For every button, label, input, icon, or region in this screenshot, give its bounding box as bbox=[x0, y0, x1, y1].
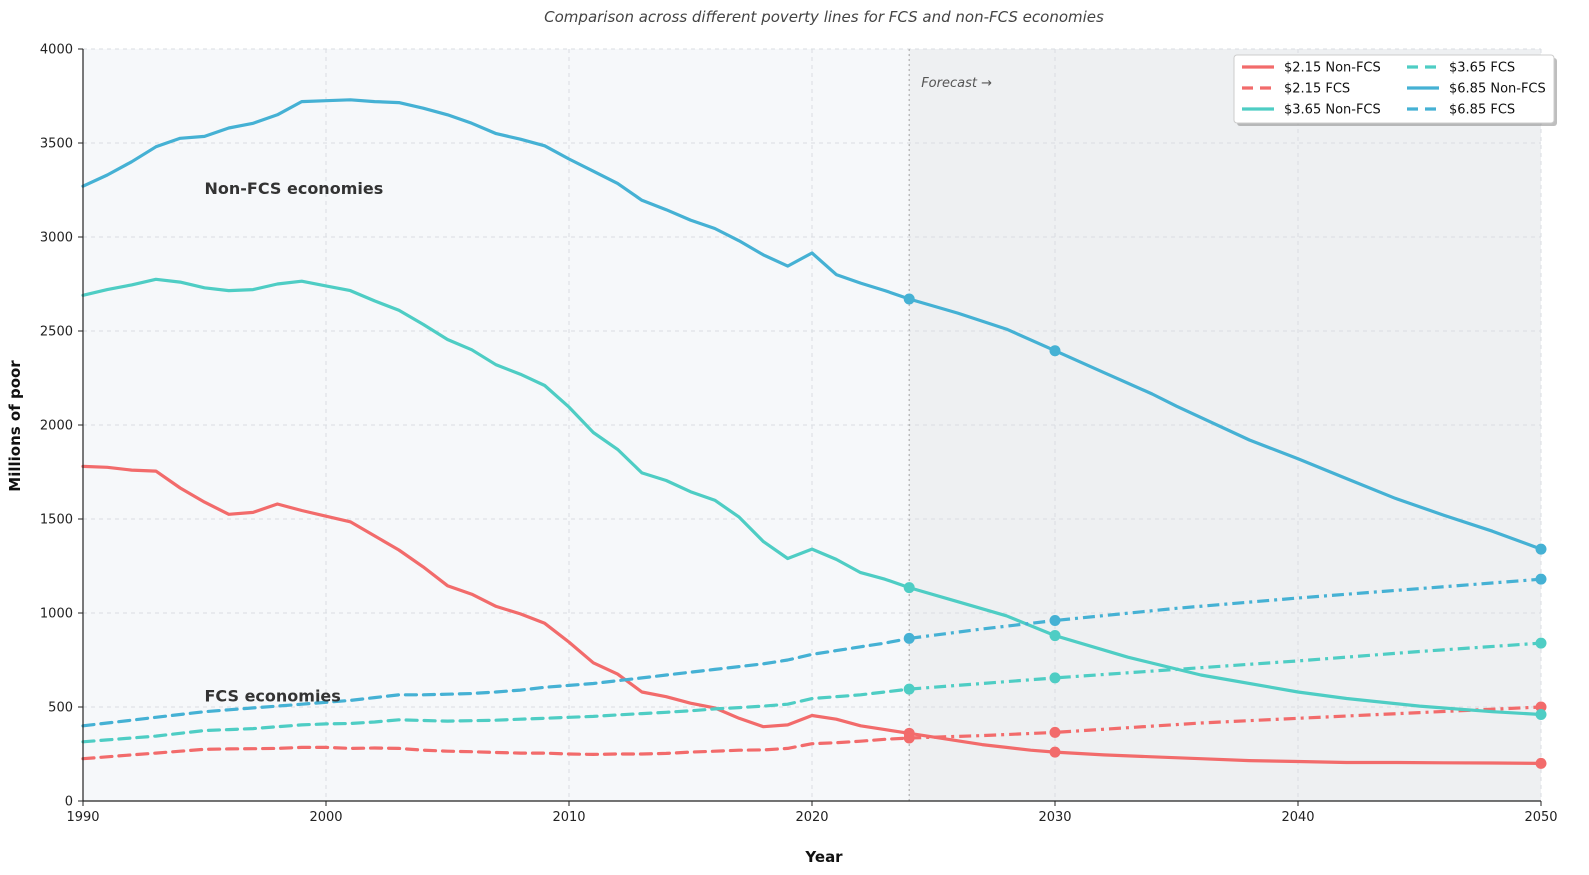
data-point bbox=[1049, 726, 1061, 738]
forecast-line-3-65-non-fcs bbox=[908, 586, 1542, 717]
y-tick-label: 3500 bbox=[40, 137, 73, 152]
series-layer bbox=[81, 98, 1547, 769]
x-tick-label: 2000 bbox=[309, 810, 342, 825]
data-point bbox=[1535, 709, 1547, 721]
legend-label: $3.65 FCS bbox=[1449, 61, 1515, 76]
x-tick-label: 2050 bbox=[1524, 810, 1557, 825]
y-tick-label: 4000 bbox=[40, 43, 73, 58]
x-axis-label: Year bbox=[804, 848, 843, 866]
data-point bbox=[1535, 701, 1547, 713]
y-tick-label: 500 bbox=[48, 701, 73, 716]
x-tick-label: 2030 bbox=[1038, 810, 1071, 825]
data-point bbox=[1049, 746, 1061, 758]
chart-title: Comparison across different poverty line… bbox=[544, 8, 1104, 26]
legend-item: $6.85 FCS bbox=[1407, 103, 1515, 118]
data-point bbox=[1535, 637, 1547, 649]
forecast-label: Forecast → bbox=[921, 76, 992, 91]
data-point bbox=[1049, 672, 1061, 684]
legend-item: $3.65 Non-FCS bbox=[1242, 103, 1381, 118]
legend-label: $2.15 Non-FCS bbox=[1284, 61, 1381, 76]
data-point bbox=[1535, 543, 1547, 555]
series-line-6-85-fcs bbox=[81, 636, 911, 728]
legend-item: $2.15 Non-FCS bbox=[1242, 61, 1381, 76]
forecast-line-2-15-non-fcs bbox=[908, 731, 1542, 765]
x-tick-label: 2040 bbox=[1281, 810, 1314, 825]
series-line-3-65-fcs bbox=[81, 687, 911, 744]
annotation-fcs: FCS economies bbox=[205, 686, 341, 705]
data-point bbox=[1049, 345, 1061, 357]
y-tick-label: 1500 bbox=[40, 513, 73, 528]
data-point bbox=[903, 293, 915, 305]
x-tick-label: 2010 bbox=[552, 810, 585, 825]
legend-label: $3.65 Non-FCS bbox=[1284, 103, 1381, 118]
y-tick-label: 1000 bbox=[40, 607, 73, 622]
data-point bbox=[1049, 630, 1061, 642]
legend-item: $3.65 FCS bbox=[1407, 61, 1515, 76]
legend-label: $6.85 Non-FCS bbox=[1449, 82, 1546, 97]
data-point bbox=[1049, 615, 1061, 627]
forecast-line-6-85-fcs bbox=[908, 577, 1542, 640]
series-line-2-15-non-fcs bbox=[81, 464, 911, 735]
y-tick-label: 0 bbox=[65, 795, 73, 810]
x-tick-label: 1990 bbox=[66, 810, 99, 825]
x-tick-label: 2020 bbox=[795, 810, 828, 825]
annotation-non-fcs: Non-FCS economies bbox=[205, 179, 384, 198]
forecast-line-3-65-fcs bbox=[909, 641, 1542, 691]
y-tick-label: 3000 bbox=[40, 231, 73, 246]
forecast-line-2-15-fcs bbox=[909, 705, 1542, 740]
legend-label: $2.15 FCS bbox=[1284, 82, 1350, 97]
data-point bbox=[903, 582, 915, 594]
data-point bbox=[903, 732, 915, 744]
y-axis-label: Millions of poor bbox=[6, 360, 24, 492]
legend-item: $6.85 Non-FCS bbox=[1407, 82, 1546, 97]
legend: $2.15 Non-FCS $2.15 FCS $3.65 Non-FCS $3.65… bbox=[1233, 54, 1557, 126]
data-point bbox=[1535, 573, 1547, 585]
series-line-3-65-non-fcs bbox=[81, 277, 911, 590]
legend-item: $2.15 FCS bbox=[1242, 82, 1350, 97]
data-point bbox=[903, 683, 915, 695]
forecast-line-6-85-non-fcs bbox=[908, 297, 1542, 551]
y-tick-label: 2000 bbox=[40, 419, 73, 434]
data-point bbox=[903, 632, 915, 644]
series-line-2-15-fcs bbox=[81, 736, 911, 761]
legend-label: $6.85 FCS bbox=[1449, 103, 1515, 118]
data-point bbox=[1535, 757, 1547, 769]
series-line-6-85-non-fcs bbox=[81, 98, 911, 301]
y-tick-label: 2500 bbox=[40, 325, 73, 340]
tick-labels: 1990 2000 2010 2020 2030 2040 2050 0 500 1000 1500… bbox=[40, 43, 1558, 826]
